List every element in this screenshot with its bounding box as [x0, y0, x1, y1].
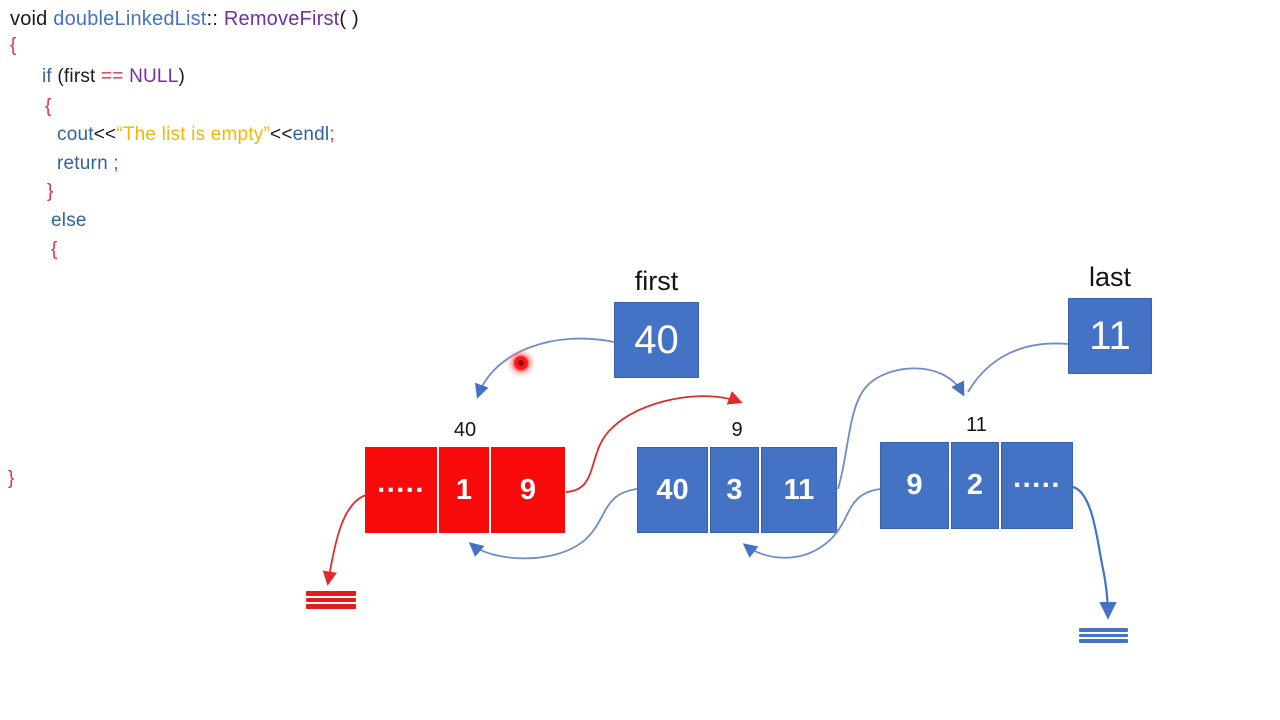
ground-bar — [306, 604, 356, 609]
null-ground-symbol-blue — [1079, 628, 1128, 643]
laser-pointer-dot — [506, 348, 536, 378]
code-line: else — [51, 210, 87, 231]
node-cell: 11 — [761, 447, 837, 533]
first-pointer-value: 40 — [634, 317, 679, 362]
ground-bar — [1079, 628, 1128, 632]
code-line: return ; — [57, 153, 119, 174]
node-address-label: 11 — [966, 414, 987, 436]
code-line: } — [47, 181, 54, 202]
list-node: ..... 1 9 — [365, 447, 565, 533]
node-cell: ..... — [365, 447, 437, 533]
last-pointer-value: 11 — [1089, 313, 1131, 358]
node-cell: 1 — [439, 447, 489, 533]
list-node: 9 2..... — [880, 442, 1073, 529]
code-line: void doubleLinkedList:: RemoveFirst( ) — [10, 8, 359, 30]
node-address-label: 40 — [453, 419, 477, 441]
ground-bar — [1079, 633, 1128, 638]
node-cell: ..... — [1001, 442, 1073, 529]
node-cell: 9 — [491, 447, 565, 533]
last-pointer-label: last — [1088, 262, 1132, 292]
ground-bar — [1079, 639, 1128, 643]
code-line: { — [51, 239, 58, 260]
code-line: } — [8, 468, 15, 489]
node-cell: 2 — [951, 442, 999, 529]
node-cell: 3 — [710, 447, 759, 533]
first-pointer-box: 40 — [614, 302, 699, 378]
first-pointer-label: first — [634, 266, 679, 296]
node-cell: 40 — [637, 447, 708, 533]
code-line: if (first == NULL) — [42, 66, 186, 87]
ground-bar — [306, 591, 356, 596]
list-node: 40 3 11 — [637, 447, 837, 533]
node-cell: 9 — [880, 442, 949, 529]
code-line: cout<<“The list is empty”<<endl; — [57, 124, 335, 145]
node-address-label: 9 — [731, 419, 743, 441]
code-line: { — [45, 96, 52, 117]
ground-bar — [306, 597, 356, 602]
code-line: { — [10, 35, 17, 56]
last-pointer-box: 11 — [1068, 298, 1152, 374]
null-ground-symbol-red — [306, 591, 356, 609]
